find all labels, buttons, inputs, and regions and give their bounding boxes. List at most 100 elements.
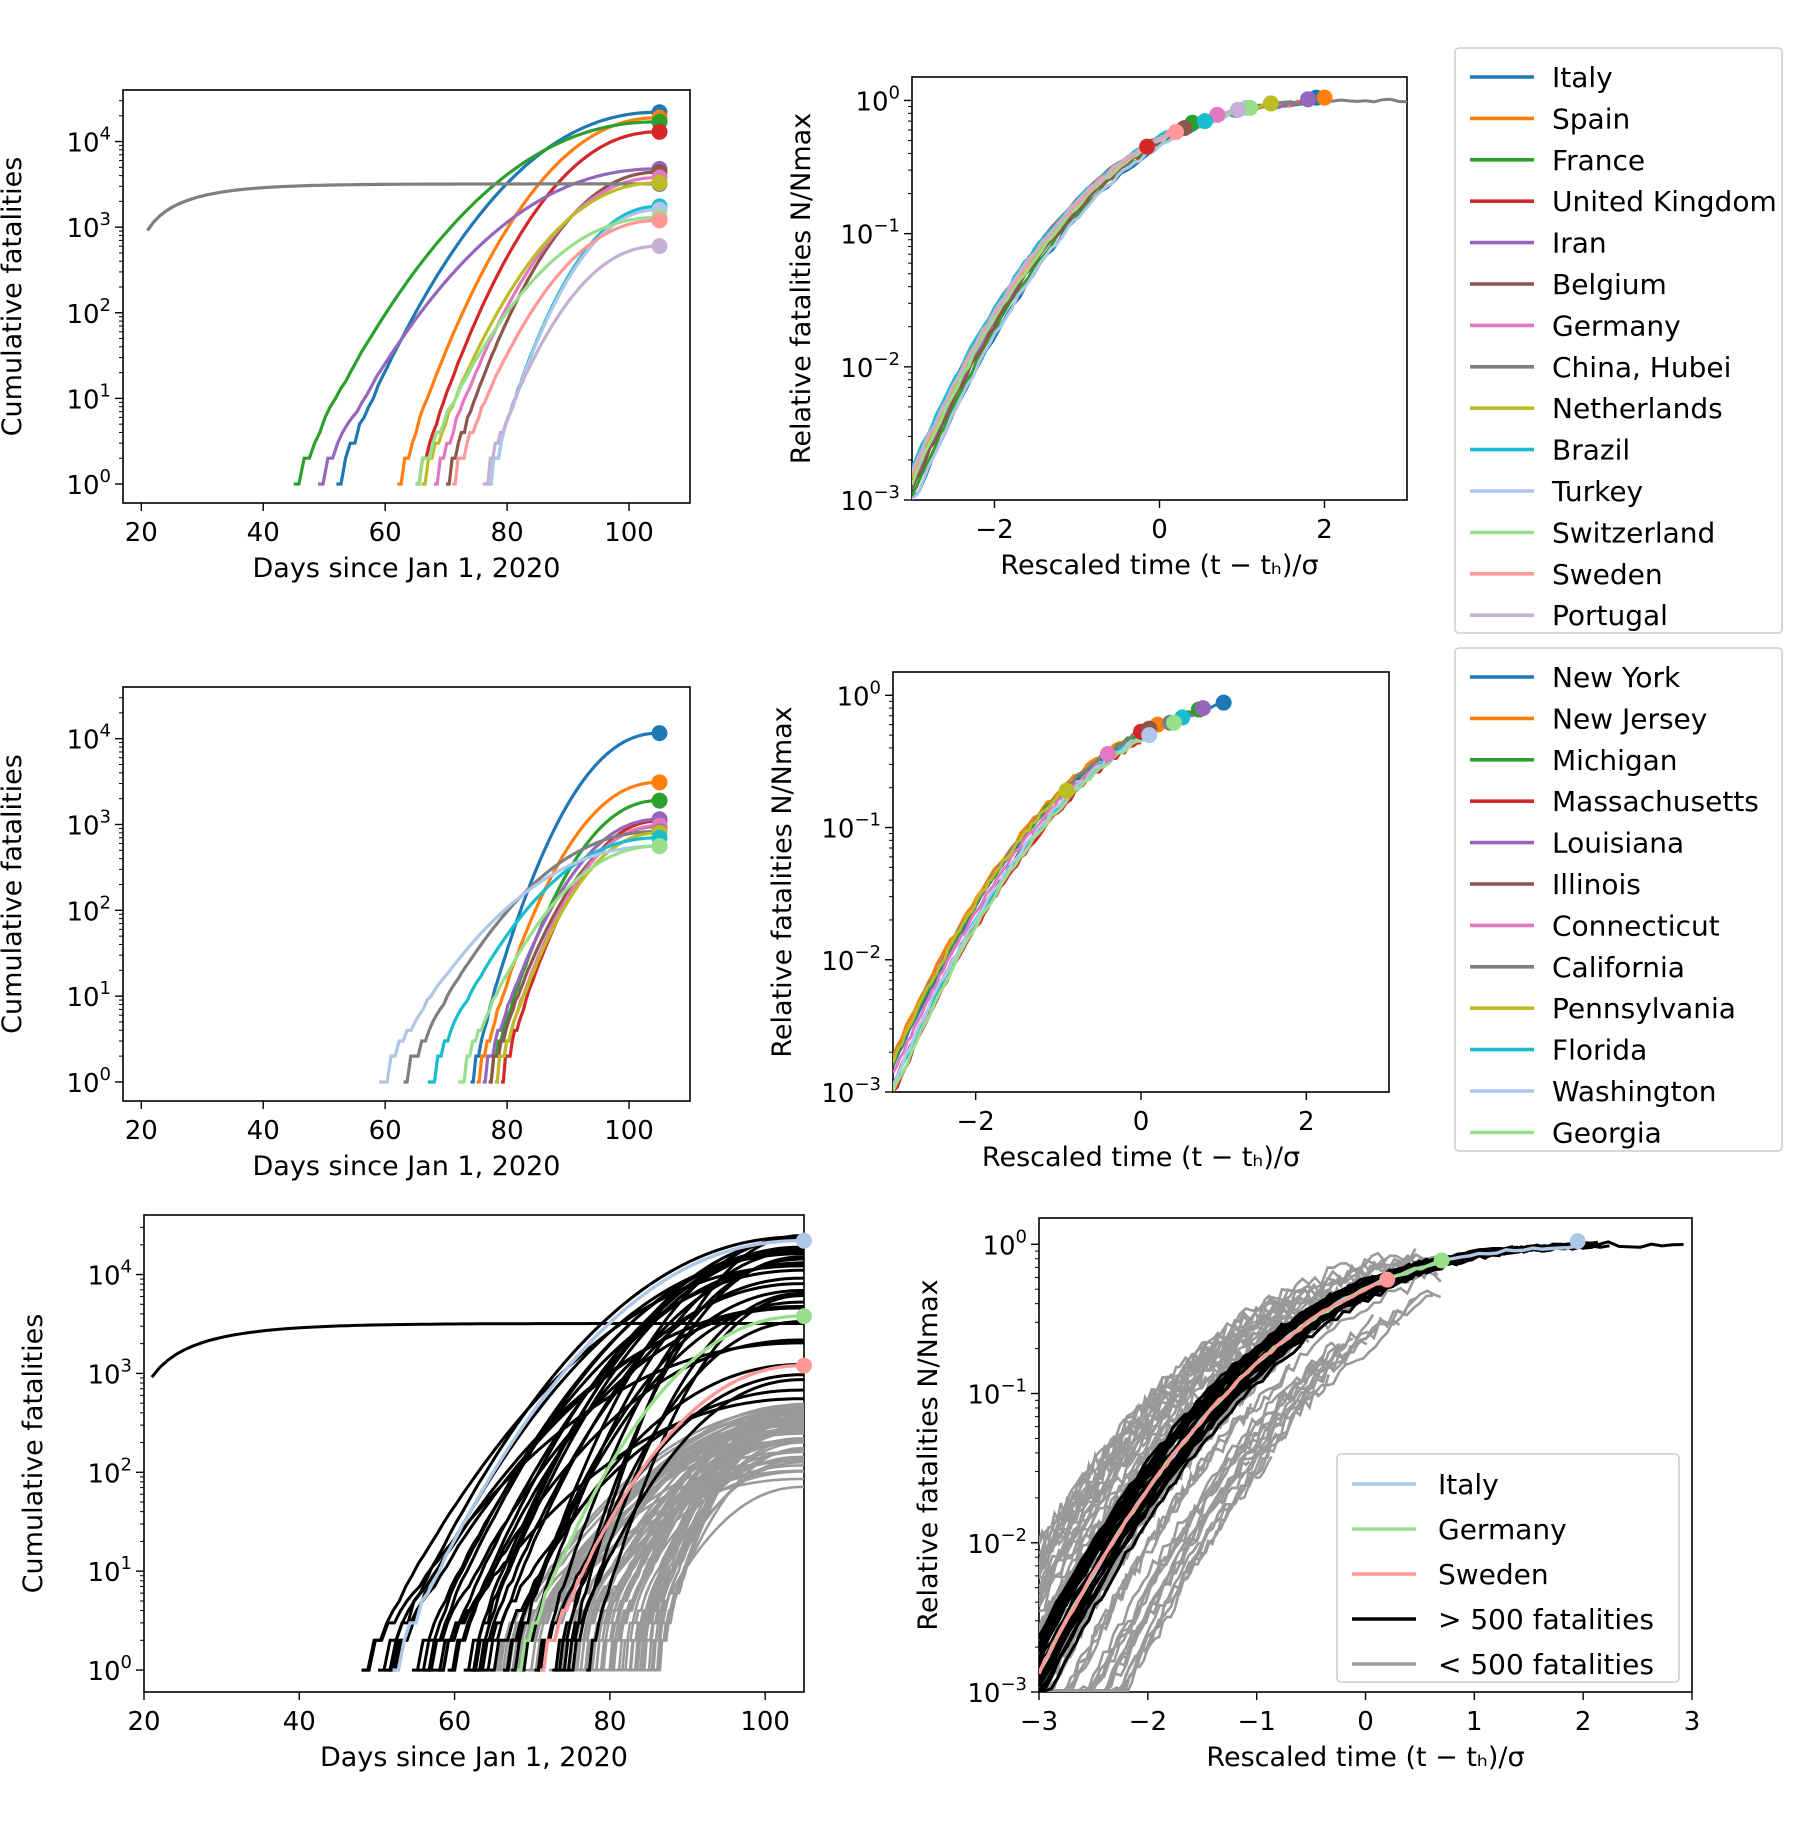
legend-frame — [1336, 1453, 1680, 1683]
black-country-line — [429, 1397, 804, 1672]
x-tick-label: −1 — [1238, 1707, 1276, 1737]
series-line-washington — [379, 844, 660, 1084]
gray-country-line — [1039, 1363, 1291, 1692]
legend-label: Florida — [1552, 1034, 1647, 1067]
gray-country-line — [1039, 1325, 1251, 1572]
x-axis-label: Rescaled time (t − tₕ)/σ — [1206, 1742, 1524, 1773]
series-end-marker — [1196, 113, 1213, 130]
y-tick-exponent: 0 — [870, 677, 881, 698]
y-tick-exponent: 2 — [100, 295, 111, 316]
x-tick-label: 40 — [247, 518, 280, 548]
legend-label: Sweden — [1438, 1558, 1549, 1591]
series-line-michigan — [893, 708, 1200, 1065]
series-line-brazil — [912, 117, 1206, 468]
legend-label: Illinois — [1552, 868, 1641, 901]
series-line-washington — [893, 730, 1150, 1088]
series-line-sweden — [452, 218, 660, 486]
legend-label: New York — [1552, 661, 1681, 694]
highlight-end-marker — [1569, 1233, 1586, 1250]
legend-label: Michigan — [1552, 744, 1678, 777]
legend-label: Germany — [1438, 1513, 1567, 1546]
series-end-marker — [1139, 138, 1156, 155]
y-tick-label: 104 — [87, 1257, 132, 1292]
y-tick-exponent: 0 — [100, 466, 111, 487]
x-tick-label: 2 — [1298, 1107, 1315, 1137]
series-lines — [912, 97, 1407, 500]
x-tick-label: 80 — [593, 1707, 626, 1737]
legend-label: Switzerland — [1552, 516, 1715, 549]
y-tick-exponent: 0 — [889, 82, 900, 103]
y-tick-label: 100 — [855, 82, 900, 117]
y-axis-label: Cumulative fatalities — [0, 754, 28, 1034]
series-end-marker — [1300, 91, 1316, 108]
y-tick-exponent: 3 — [100, 806, 111, 827]
legend-countries: Italy Spain France United Kingdom Iran Belgiu… — [1454, 47, 1783, 634]
y-tick-label: 102 — [66, 295, 111, 330]
y-tick-exponent: −2 — [854, 942, 881, 963]
series-line-california — [403, 829, 660, 1084]
series-line-new-york — [470, 731, 660, 1084]
x-tick-label: 100 — [740, 1707, 790, 1737]
series-line-pennsylvania — [494, 831, 660, 1084]
series-line-italy — [336, 110, 660, 486]
gray-country-line — [1039, 1325, 1255, 1600]
series-line-iran — [912, 99, 1309, 489]
black-country-line — [536, 1257, 804, 1672]
y-tick-exponent: −3 — [873, 482, 900, 503]
y-tick-exponent: 1 — [100, 978, 111, 999]
plot-frame — [122, 89, 691, 504]
series-lines — [150, 1234, 804, 1672]
series-line-massachusetts — [893, 741, 1142, 1092]
black-country-line — [447, 1282, 804, 1672]
series-end-marker — [651, 212, 668, 229]
x-tick-label: 0 — [1357, 1707, 1374, 1737]
gray-country-line — [632, 1441, 804, 1672]
series-line-china-hubei — [146, 182, 660, 232]
legend-label: Portugal — [1552, 599, 1668, 632]
legend-label: Massachusetts — [1552, 785, 1759, 818]
series-lines — [379, 731, 660, 1084]
legend-label: < 500 fatalities — [1438, 1648, 1654, 1681]
y-tick-exponent: 2 — [121, 1454, 132, 1475]
y-tick-label: 10−2 — [821, 942, 881, 977]
black-country-line — [1039, 1254, 1487, 1692]
black-country-line — [425, 1305, 804, 1672]
series-lines — [146, 110, 660, 486]
y-axis-label: Relative fatalities N/Nmax — [913, 1279, 944, 1630]
y-tick-label: 103 — [87, 1355, 132, 1390]
legend-label: Connecticut — [1552, 909, 1720, 942]
series-end-marker — [651, 774, 668, 791]
gray-country-line — [489, 1410, 804, 1672]
gray-country-line — [633, 1485, 804, 1672]
x-tick-label: 20 — [125, 1116, 158, 1146]
x-tick-label: −2 — [957, 1107, 995, 1137]
series-line-michigan — [488, 799, 660, 1084]
series-end-marker — [651, 792, 668, 809]
panel-d-rescaled-states: −2 0 2 10−3 10−2 10−1 100 Rescaled time (t − tₕ… — [767, 671, 1390, 1173]
y-axis-label: Cumulative fatalities — [18, 1314, 49, 1594]
series-line-georgia — [458, 844, 660, 1084]
y-tick-label: 101 — [87, 1553, 132, 1588]
x-tick-label: 2 — [1575, 1707, 1592, 1737]
series-line-turkey — [912, 110, 1247, 500]
series-lines — [893, 702, 1225, 1092]
y-tick-label: 100 — [87, 1652, 132, 1687]
y-tick-exponent: 1 — [121, 1553, 132, 1574]
legend-label: Washington — [1552, 1075, 1717, 1108]
y-tick-label: 10−3 — [840, 482, 900, 517]
legend-label: Netherlands — [1552, 392, 1723, 425]
series-line-california — [893, 715, 1172, 1061]
y-tick-label: 104 — [66, 124, 111, 159]
highlight-line-sweden — [1039, 1279, 1389, 1675]
legend-label: Iran — [1552, 227, 1607, 260]
black-country-line — [1039, 1275, 1413, 1692]
y-axis-label: Relative fatalities N/Nmax — [786, 113, 817, 464]
plot-frame — [122, 686, 691, 1102]
x-axis-label: Days since Jan 1, 2020 — [253, 553, 561, 584]
legend-label: Sweden — [1552, 558, 1663, 591]
y-tick-exponent: −2 — [1000, 1525, 1027, 1546]
x-tick-label: −2 — [975, 515, 1013, 545]
series-line-iran — [318, 167, 660, 486]
y-tick-exponent: 4 — [121, 1257, 132, 1278]
